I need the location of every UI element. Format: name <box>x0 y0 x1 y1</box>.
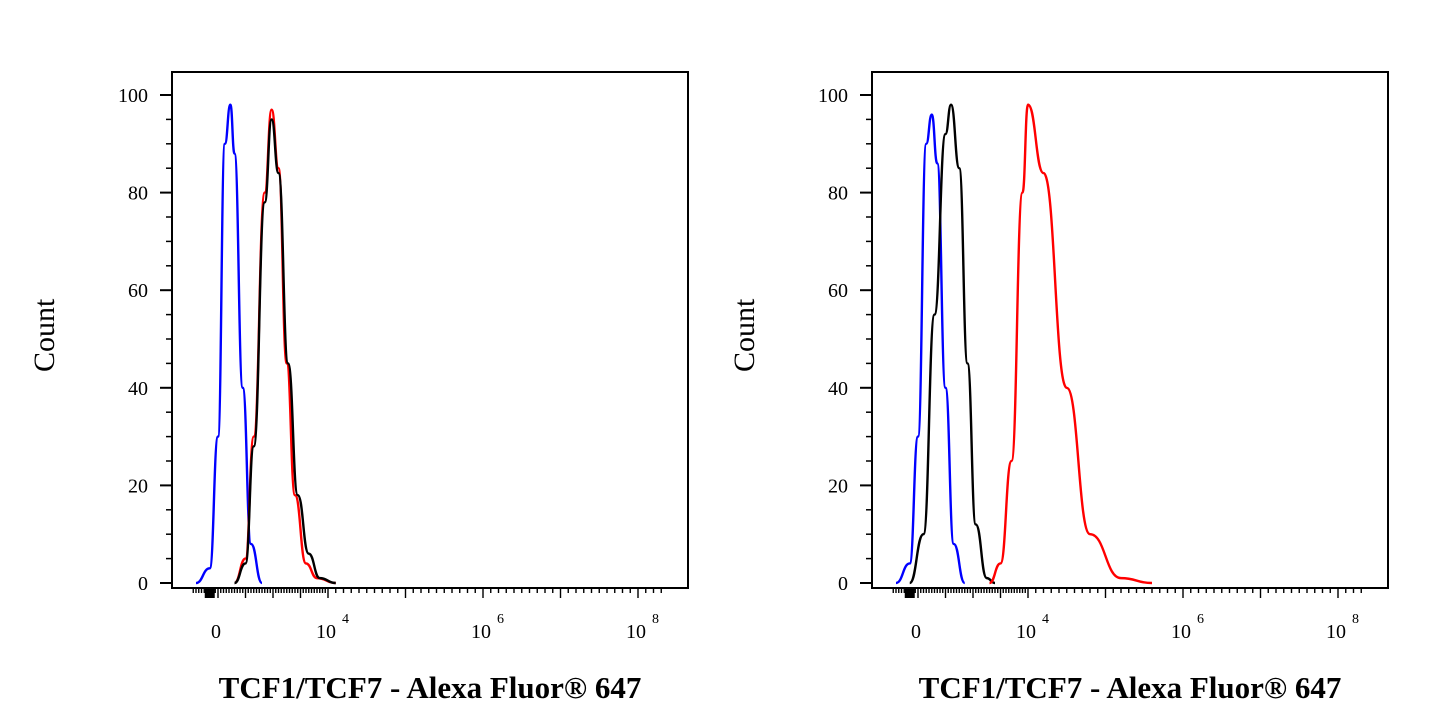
x-axis-label: TCF1/TCF7 - Alexa Fluor® 647 <box>918 670 1342 705</box>
x-tick-label: 0 <box>911 621 921 643</box>
x-axis-label: TCF1/TCF7 - Alexa Fluor® 647 <box>218 670 642 705</box>
x-tick-label: 10 <box>316 621 336 643</box>
histogram-panel-right: 0 20 40 60 80 100 0 10 4 10 6 10 8 Count TCF1/TCF7 -… <box>700 0 1400 723</box>
y-tick-label: 60 <box>128 280 148 302</box>
x-tick-exponent: 6 <box>1197 612 1204 627</box>
y-tick-label: 100 <box>118 85 148 107</box>
y-tick-label: 40 <box>828 378 848 400</box>
histogram-series-line <box>895 113 966 585</box>
histogram-series-line <box>195 103 264 585</box>
y-tick-label: 80 <box>828 183 848 205</box>
x-tick-exponent: 4 <box>1042 612 1049 627</box>
histogram-plot-left: 0 20 40 60 80 100 0 10 4 10 6 10 8 <box>118 71 689 643</box>
y-tick-label: 20 <box>128 475 148 497</box>
x-tick-label: 0 <box>211 621 221 643</box>
y-tick-label: 0 <box>138 573 148 595</box>
x-tick-label: 10 <box>1326 621 1346 643</box>
y-axis-label: Count <box>728 298 761 372</box>
histogram-panel-left: 0 20 40 60 80 100 0 10 4 10 6 10 8 Count TCF1/TCF7 -… <box>0 0 700 723</box>
plot-frame <box>171 71 689 589</box>
x-tick-label: 10 <box>471 621 491 643</box>
x-tick-exponent: 8 <box>1352 612 1359 627</box>
x-tick-label: 10 <box>626 621 646 643</box>
histogram-series-line <box>233 108 336 585</box>
y-tick-label: 80 <box>128 183 148 205</box>
histogram-plot-right: 0 20 40 60 80 100 0 10 4 10 6 10 8 <box>818 71 1389 643</box>
plot-frame <box>871 71 1389 589</box>
y-tick-label: 60 <box>828 280 848 302</box>
y-axis-label: Count <box>28 298 61 372</box>
y-tick-label: 40 <box>128 378 148 400</box>
y-tick-label: 20 <box>828 475 848 497</box>
x-tick-exponent: 6 <box>497 612 504 627</box>
histogram-series-line <box>234 118 336 585</box>
y-tick-label: 100 <box>818 85 848 107</box>
x-tick-exponent: 8 <box>652 612 659 627</box>
histogram-series-line <box>989 103 1153 585</box>
x-zero-marker <box>904 589 915 598</box>
histogram-series-line <box>908 103 996 585</box>
x-tick-label: 10 <box>1016 621 1036 643</box>
x-tick-exponent: 4 <box>342 612 349 627</box>
x-tick-label: 10 <box>1171 621 1191 643</box>
y-tick-label: 0 <box>838 573 848 595</box>
x-zero-marker <box>204 589 215 598</box>
